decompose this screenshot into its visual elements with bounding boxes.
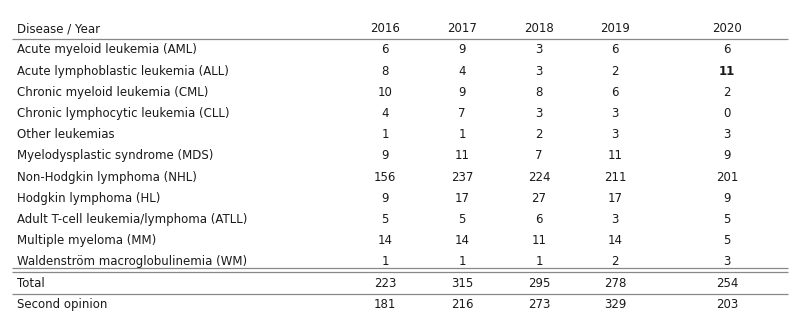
Text: 224: 224 (528, 170, 550, 183)
Text: Other leukemias: Other leukemias (17, 128, 114, 141)
Text: Total: Total (17, 276, 45, 290)
Text: 2018: 2018 (524, 22, 554, 35)
Text: 2: 2 (535, 128, 542, 141)
Text: 3: 3 (611, 107, 618, 120)
Text: 17: 17 (607, 192, 622, 205)
Text: 9: 9 (723, 192, 730, 205)
Text: 6: 6 (611, 43, 618, 56)
Text: 211: 211 (604, 170, 626, 183)
Text: 5: 5 (382, 213, 389, 226)
Text: 9: 9 (382, 192, 389, 205)
Text: Chronic myeloid leukemia (CML): Chronic myeloid leukemia (CML) (17, 86, 208, 99)
Text: 201: 201 (716, 170, 738, 183)
Text: 3: 3 (723, 128, 730, 141)
Text: Acute myeloid leukemia (AML): Acute myeloid leukemia (AML) (17, 43, 197, 56)
Text: 5: 5 (723, 234, 730, 247)
Text: 1: 1 (458, 128, 466, 141)
Text: 11: 11 (607, 149, 622, 162)
Text: 5: 5 (458, 213, 466, 226)
Text: 10: 10 (378, 86, 393, 99)
Text: Hodgkin lymphoma (HL): Hodgkin lymphoma (HL) (17, 192, 160, 205)
Text: 9: 9 (458, 86, 466, 99)
Text: 14: 14 (378, 234, 393, 247)
Text: 1: 1 (535, 255, 542, 268)
Text: 6: 6 (611, 86, 618, 99)
Text: 156: 156 (374, 170, 396, 183)
Text: 1: 1 (458, 255, 466, 268)
Text: 4: 4 (382, 107, 389, 120)
Text: 254: 254 (716, 276, 738, 290)
Text: 5: 5 (723, 213, 730, 226)
Text: 203: 203 (716, 298, 738, 311)
Text: 11: 11 (454, 149, 470, 162)
Text: 2020: 2020 (712, 22, 742, 35)
Text: 3: 3 (611, 213, 618, 226)
Text: 216: 216 (450, 298, 474, 311)
Text: 9: 9 (723, 149, 730, 162)
Text: 2019: 2019 (600, 22, 630, 35)
Text: 17: 17 (454, 192, 470, 205)
Text: 3: 3 (535, 43, 542, 56)
Text: 181: 181 (374, 298, 396, 311)
Text: 3: 3 (611, 128, 618, 141)
Text: 2016: 2016 (370, 22, 400, 35)
Text: 273: 273 (528, 298, 550, 311)
Text: 278: 278 (604, 276, 626, 290)
Text: 3: 3 (723, 255, 730, 268)
Text: 8: 8 (382, 65, 389, 77)
Text: 6: 6 (723, 43, 730, 56)
Text: 2: 2 (611, 255, 618, 268)
Text: 8: 8 (535, 86, 542, 99)
Text: 237: 237 (451, 170, 473, 183)
Text: Non-Hodgkin lymphoma (NHL): Non-Hodgkin lymphoma (NHL) (17, 170, 197, 183)
Text: Multiple myeloma (MM): Multiple myeloma (MM) (17, 234, 156, 247)
Text: 3: 3 (535, 107, 542, 120)
Text: 2: 2 (723, 86, 730, 99)
Text: 9: 9 (382, 149, 389, 162)
Text: 9: 9 (458, 43, 466, 56)
Text: 295: 295 (528, 276, 550, 290)
Text: Chronic lymphocytic leukemia (CLL): Chronic lymphocytic leukemia (CLL) (17, 107, 230, 120)
Text: 4: 4 (458, 65, 466, 77)
Text: 315: 315 (451, 276, 473, 290)
Text: 6: 6 (535, 213, 542, 226)
Text: 1: 1 (382, 128, 389, 141)
Text: 6: 6 (382, 43, 389, 56)
Text: Adult T-cell leukemia/lymphoma (ATLL): Adult T-cell leukemia/lymphoma (ATLL) (17, 213, 247, 226)
Text: Second opinion: Second opinion (17, 298, 107, 311)
Text: 2: 2 (611, 65, 618, 77)
Text: 223: 223 (374, 276, 396, 290)
Text: 2017: 2017 (447, 22, 477, 35)
Text: Disease / Year: Disease / Year (17, 22, 100, 35)
Text: 27: 27 (531, 192, 546, 205)
Text: 0: 0 (723, 107, 730, 120)
Text: 1: 1 (382, 255, 389, 268)
Text: 11: 11 (531, 234, 546, 247)
Text: 7: 7 (458, 107, 466, 120)
Text: 14: 14 (607, 234, 622, 247)
Text: 14: 14 (454, 234, 470, 247)
Text: 329: 329 (604, 298, 626, 311)
Text: Waldenström macroglobulinemia (WM): Waldenström macroglobulinemia (WM) (17, 255, 247, 268)
Text: 7: 7 (535, 149, 542, 162)
Text: 3: 3 (535, 65, 542, 77)
Text: 11: 11 (719, 65, 735, 77)
Text: Myelodysplastic syndrome (MDS): Myelodysplastic syndrome (MDS) (17, 149, 214, 162)
Text: Acute lymphoblastic leukemia (ALL): Acute lymphoblastic leukemia (ALL) (17, 65, 229, 77)
